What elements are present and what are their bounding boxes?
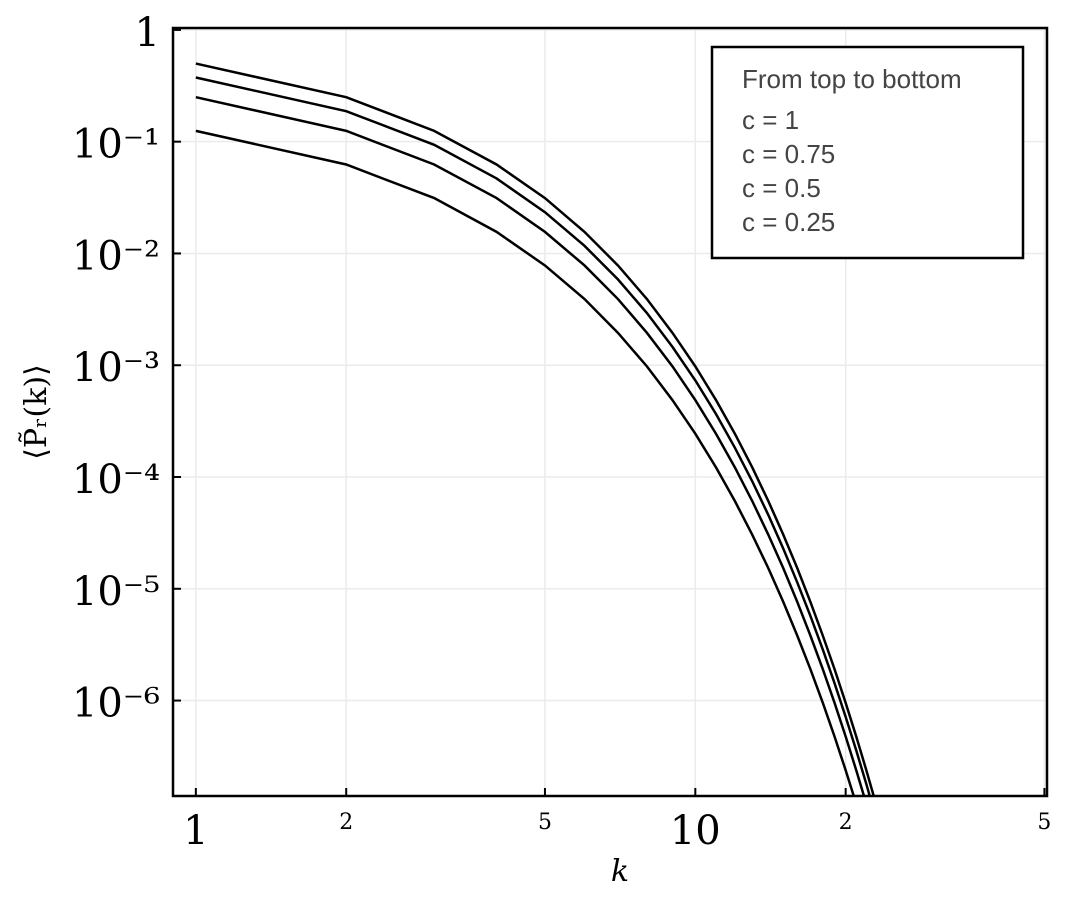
x-tick-label: 1: [183, 808, 208, 854]
legend-entry: c = 0.5: [742, 173, 821, 203]
x-tick-label: 5: [538, 810, 552, 835]
legend-entry: c = 0.75: [742, 139, 835, 169]
series-line: [195, 95, 866, 796]
series-line: [195, 76, 872, 796]
y-tick-label: 1: [135, 10, 160, 56]
legend-title: From top to bottom: [742, 64, 962, 94]
y-tick-label: 10⁻¹: [72, 122, 160, 168]
series-line: [195, 62, 876, 796]
y-tick-label: 10⁻³: [72, 345, 160, 391]
x-tick-label: 2: [839, 810, 853, 835]
plot-frame: [171, 26, 1049, 798]
x-tick-label: 2: [339, 810, 353, 835]
legend-box: [710, 45, 1025, 260]
x-tick-label: 10: [670, 808, 721, 854]
y-tick-label: 10⁻²: [72, 233, 160, 279]
y-tick-label: 10⁻⁴: [72, 457, 160, 503]
x-axis-label: k: [611, 854, 629, 889]
plot-lines: [195, 62, 876, 796]
y-axis-label: ⟨P̃ᵣ(k)⟩: [19, 364, 54, 460]
y-tick-label: 10⁻⁵: [72, 569, 160, 615]
x-tick-label: 5: [1037, 810, 1051, 835]
legend-entry: c = 0.25: [742, 207, 835, 237]
y-tick-label: 10⁻⁶: [72, 681, 160, 727]
series-line: [195, 129, 856, 796]
legend-entry: c = 1: [742, 105, 799, 135]
